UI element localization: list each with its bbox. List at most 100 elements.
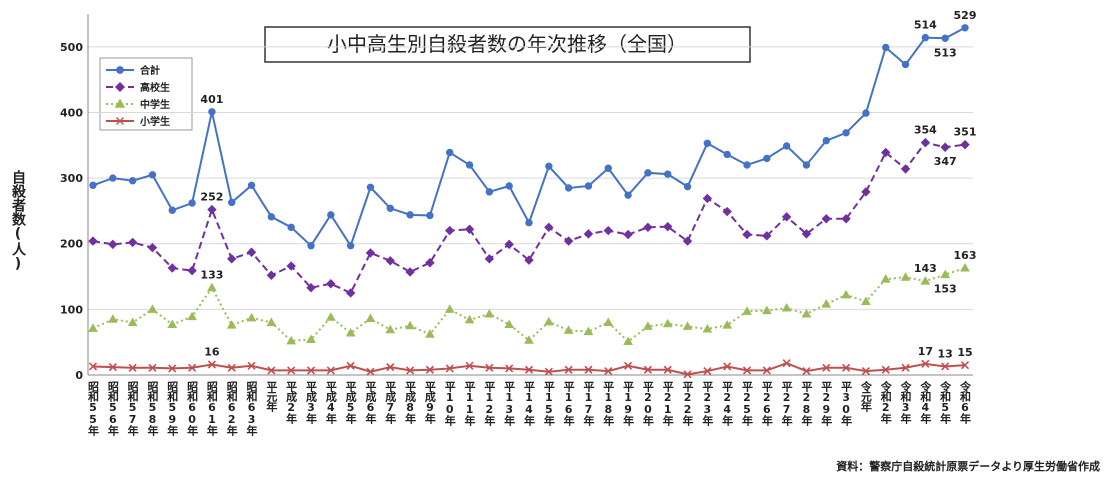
data-point: [941, 34, 949, 42]
x-tick-label: 平25年: [741, 381, 754, 427]
data-point: [89, 181, 97, 189]
data-point: [228, 198, 236, 206]
data-point: [703, 366, 712, 376]
title-box: [264, 26, 751, 63]
x-tick-label: 平12年: [483, 381, 496, 427]
data-point: [464, 224, 475, 234]
legend-label: 小学生: [139, 115, 170, 128]
x-tick-label: 平成3年: [305, 381, 318, 425]
data-label: 252: [200, 191, 223, 204]
data-point: [881, 365, 890, 374]
data-point: [287, 366, 296, 375]
data-label: 354: [914, 124, 937, 137]
data-point: [307, 242, 315, 250]
data-point: [365, 248, 376, 258]
data-point: [643, 365, 652, 374]
data-point: [801, 229, 812, 239]
data-point: [187, 265, 197, 276]
data-point: [505, 364, 514, 373]
x-tick-label: 平元年: [265, 381, 278, 413]
x-tick-label: 令和2年: [879, 380, 893, 425]
data-point: [227, 363, 236, 372]
data-point: [821, 299, 832, 308]
data-point: [524, 335, 534, 344]
data-point: [664, 170, 672, 178]
data-point: [425, 329, 435, 338]
data-point: [88, 236, 98, 246]
x-tick-label: 平成5年: [344, 381, 357, 425]
data-point: [445, 225, 455, 236]
data-point: [624, 361, 633, 370]
series-line: [92, 267, 966, 343]
data-label: 17: [918, 345, 933, 358]
data-point: [365, 313, 376, 323]
data-point: [880, 274, 891, 283]
data-point: [900, 272, 911, 281]
data-point: [426, 211, 434, 220]
data-point: [841, 289, 851, 299]
x-tick-label: 平23年: [701, 381, 714, 427]
data-point: [266, 317, 277, 326]
data-point: [386, 204, 394, 212]
data-point: [782, 142, 791, 150]
data-point: [267, 213, 276, 221]
legend-marker: [116, 66, 124, 74]
data-point: [941, 362, 950, 371]
data-point: [405, 320, 415, 330]
x-tick-label: 平15年: [542, 381, 555, 427]
data-point: [88, 323, 98, 332]
data-point: [545, 162, 553, 170]
data-point: [623, 229, 633, 240]
data-point: [524, 365, 534, 374]
data-point: [822, 363, 831, 372]
data-point: [168, 364, 177, 373]
data-point: [543, 316, 554, 326]
data-point: [306, 282, 316, 293]
data-point: [167, 263, 177, 273]
y-tick-label: 100: [60, 303, 83, 316]
x-tick-label: 昭和59年: [166, 381, 179, 437]
data-point: [385, 324, 396, 334]
data-point: [346, 242, 355, 250]
data-point: [524, 255, 534, 265]
data-point: [663, 365, 672, 374]
x-tick-label: 平成8年: [404, 381, 417, 425]
data-point: [405, 267, 415, 277]
data-point: [841, 214, 851, 224]
data-point: [940, 269, 951, 279]
data-point: [782, 359, 791, 368]
x-tick-label: 平17年: [582, 381, 595, 427]
data-point: [128, 363, 137, 372]
data-point: [247, 181, 256, 189]
data-point: [583, 326, 594, 336]
data-point: [544, 367, 553, 376]
data-point: [148, 363, 157, 372]
data-point: [802, 366, 811, 376]
data-point: [246, 312, 257, 322]
x-tick-label: 平20年: [641, 381, 654, 427]
legend-label: 中学生: [140, 98, 170, 111]
data-point: [682, 236, 693, 246]
data-point: [504, 239, 514, 250]
legend-label: 合計: [139, 64, 160, 77]
data-point: [148, 171, 157, 179]
data-point: [643, 321, 653, 330]
data-label: 15: [957, 346, 972, 359]
data-point: [425, 258, 435, 268]
legend-label: 高校生: [140, 81, 170, 94]
data-point: [722, 320, 733, 329]
x-tick-label: 平成9年: [423, 381, 436, 425]
data-point: [326, 279, 336, 289]
x-tick-label: 平成4年: [324, 381, 337, 425]
x-tick-label: 平成6年: [364, 381, 377, 425]
data-point: [147, 242, 158, 253]
data-point: [960, 263, 970, 272]
data-point: [544, 222, 554, 233]
data-point: [127, 317, 138, 326]
data-point: [722, 206, 732, 217]
data-point: [485, 188, 494, 196]
data-point: [485, 363, 494, 372]
data-point: [525, 219, 533, 227]
x-tick-label: 昭和61年: [205, 381, 218, 437]
data-point: [147, 304, 158, 313]
